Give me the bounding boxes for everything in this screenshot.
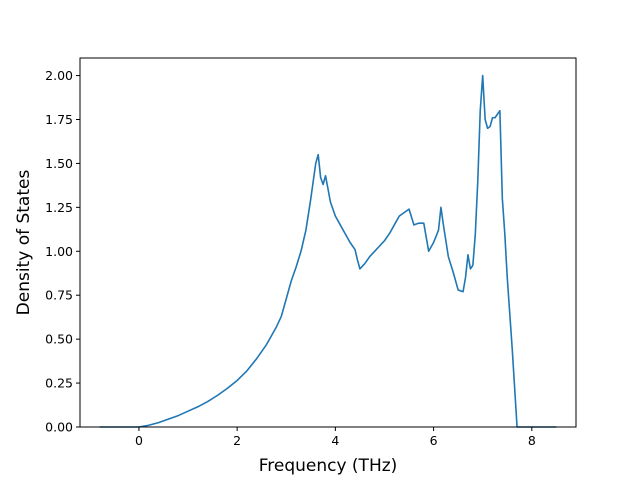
y-tick-label: 2.00 bbox=[45, 68, 73, 83]
x-axis-ticks: 0 2 4 6 8 bbox=[135, 427, 536, 448]
y-axis-ticks: 0.00 0.25 0.50 0.75 1.00 1.25 1.50 1.75 2.00 bbox=[45, 68, 80, 435]
y-tick-label: 1.25 bbox=[45, 200, 73, 215]
x-tick-label: 4 bbox=[331, 433, 339, 448]
y-tick-label: 1.75 bbox=[45, 112, 73, 127]
y-tick-label: 0.50 bbox=[45, 332, 73, 347]
y-tick-label: 1.00 bbox=[45, 244, 73, 259]
axes-frame bbox=[79, 57, 577, 428]
x-tick-label: 8 bbox=[528, 433, 536, 448]
y-axis-label: Density of States bbox=[14, 170, 34, 316]
x-tick-label: 2 bbox=[233, 433, 241, 448]
x-tick-label: 0 bbox=[135, 433, 143, 448]
x-axis-label: Frequency (THz) bbox=[259, 456, 398, 476]
y-tick-label: 1.50 bbox=[45, 156, 73, 171]
y-tick-label: 0.75 bbox=[45, 288, 73, 303]
x-tick-label: 6 bbox=[430, 433, 438, 448]
y-tick-label: 0.25 bbox=[45, 376, 73, 391]
y-tick-label: 0.00 bbox=[45, 420, 73, 435]
dos-series-line-0 bbox=[99, 74, 557, 428]
plot-area bbox=[99, 74, 557, 428]
